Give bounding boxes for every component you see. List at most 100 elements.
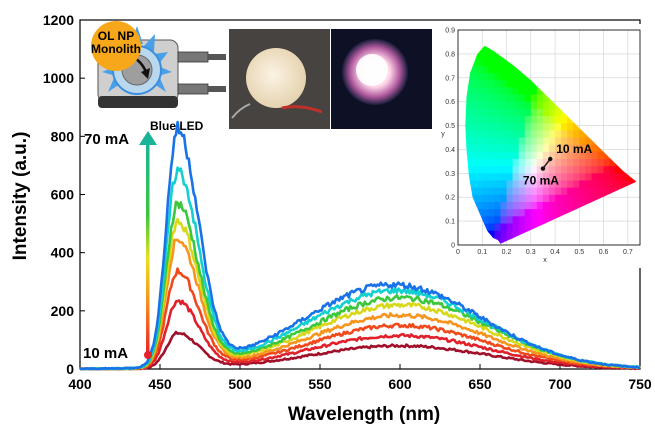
cie-color-cell xyxy=(591,187,599,196)
cie-color-cell xyxy=(555,116,562,124)
cie-color-cell xyxy=(555,130,562,139)
cie-color-cell xyxy=(524,216,532,225)
cie-color-cell xyxy=(500,94,508,103)
cie-color-cell xyxy=(470,194,477,203)
cie-color-cell xyxy=(530,137,538,146)
y-tick-label: 1200 xyxy=(43,12,74,28)
cie-color-cell xyxy=(512,187,520,196)
cie-color-cell xyxy=(512,116,520,124)
y-tick-label: 400 xyxy=(51,245,75,261)
cie-color-cell xyxy=(500,130,508,139)
cie-color-cell xyxy=(561,209,568,217)
cie-color-cell xyxy=(597,166,605,174)
cie-color-cell xyxy=(506,209,514,217)
cie-color-cell xyxy=(518,130,526,139)
cie-color-cell xyxy=(512,216,520,225)
cie-color-cell xyxy=(567,202,574,210)
cie-color-cell xyxy=(488,194,495,203)
cie-color-cell xyxy=(524,209,532,217)
cie-color-cell xyxy=(494,80,502,88)
cie-color-cell xyxy=(482,180,489,189)
monolith-disk xyxy=(246,48,306,108)
cie-color-cell xyxy=(476,94,483,103)
cie-color-cell xyxy=(530,187,538,196)
cie-color-cell xyxy=(500,73,508,81)
cie-color-cell xyxy=(465,130,471,139)
cie-color-cell xyxy=(500,159,508,167)
cie-color-cell xyxy=(561,151,568,160)
cie-color-cell xyxy=(579,159,586,167)
cie-color-cell xyxy=(555,151,562,160)
cie-color-cell xyxy=(573,187,580,196)
cie-color-cell xyxy=(518,144,526,153)
cie-color-cell xyxy=(506,144,514,153)
cie-color-cell xyxy=(518,94,526,103)
cie-color-cell xyxy=(494,230,502,239)
cie-color-cell xyxy=(518,80,526,88)
led-pin-bottom xyxy=(208,86,226,92)
cie-color-cell xyxy=(561,123,568,131)
cie-color-cell xyxy=(518,159,526,167)
cie-color-cell xyxy=(555,202,562,210)
cie-color-cell xyxy=(567,151,574,160)
cie-color-cell xyxy=(579,173,586,182)
cie-color-cell xyxy=(488,101,495,110)
cie-color-cell xyxy=(476,144,483,153)
cie-color-cell xyxy=(549,187,556,196)
cie-color-cell xyxy=(573,173,580,182)
cie-color-cell xyxy=(542,166,550,174)
cie-color-cell xyxy=(561,116,568,124)
cie-color-cell xyxy=(476,166,483,174)
cie-color-cell xyxy=(494,65,502,74)
cie-color-cell xyxy=(500,151,508,160)
cie-color-cell xyxy=(567,116,574,124)
cie-color-cell xyxy=(512,230,520,239)
cie-color-cell xyxy=(518,123,526,131)
led-base xyxy=(98,96,178,108)
cie-color-cell xyxy=(524,108,532,117)
cie-color-cell xyxy=(500,137,508,146)
cie-color-cell xyxy=(506,187,514,196)
led-schematic: OL NP Monolith Blue LED xyxy=(91,21,226,133)
cie-color-cell xyxy=(549,130,556,139)
cie-color-cell xyxy=(488,144,495,153)
cie-color-cell xyxy=(609,180,617,189)
cie-color-cell xyxy=(476,65,483,74)
cie-color-cell xyxy=(524,166,532,174)
cie-color-cell xyxy=(609,173,617,182)
cie-color-cell xyxy=(549,144,556,153)
cie-color-cell xyxy=(470,173,477,182)
cie-color-cell xyxy=(500,101,508,110)
cie-color-cell xyxy=(530,202,538,210)
cie-color-cell xyxy=(482,58,489,67)
cie-color-cell xyxy=(542,180,550,189)
cie-y-tick-label: 0.3 xyxy=(445,171,455,178)
cie-color-cell xyxy=(536,123,544,131)
cie-color-cell xyxy=(536,194,544,203)
cie-color-cell xyxy=(549,116,556,124)
cie-color-cell xyxy=(591,151,599,160)
cie-color-cell xyxy=(476,187,483,196)
cie-color-cell xyxy=(579,180,586,189)
cie-color-cell xyxy=(530,123,538,131)
cie-color-cell xyxy=(518,202,526,210)
cie-color-cell xyxy=(500,187,508,196)
cie-color-cell xyxy=(524,101,532,110)
cie-color-cell xyxy=(494,87,502,96)
cie-color-cell xyxy=(530,80,538,88)
cie-color-cell xyxy=(530,130,538,139)
cie-color-cell xyxy=(512,108,520,117)
cie-color-cell xyxy=(506,166,514,174)
cie-color-cell xyxy=(465,94,471,103)
cie-color-cell xyxy=(506,180,514,189)
cie-color-cell xyxy=(609,166,617,174)
cie-color-cell xyxy=(536,173,544,182)
cie-color-cell xyxy=(518,223,526,232)
cie-color-cell xyxy=(500,80,508,88)
cie-color-cell xyxy=(500,65,508,74)
cie-color-cell xyxy=(476,159,483,167)
cie-color-cell xyxy=(621,180,629,189)
cie-color-cell xyxy=(465,137,471,146)
cie-color-cell xyxy=(494,94,502,103)
cie-color-cell xyxy=(488,180,495,189)
